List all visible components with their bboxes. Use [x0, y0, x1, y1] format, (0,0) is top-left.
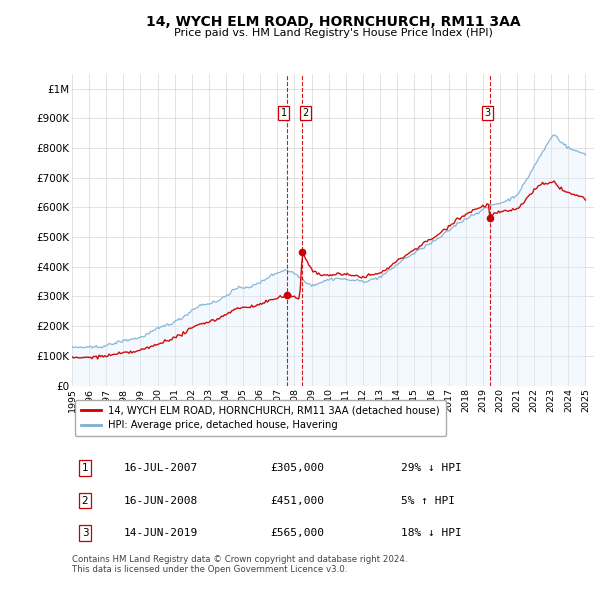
Text: 2: 2: [302, 108, 308, 118]
Text: £565,000: £565,000: [271, 528, 325, 538]
Text: 29% ↓ HPI: 29% ↓ HPI: [401, 463, 461, 473]
Text: 1: 1: [280, 108, 287, 118]
Text: Contains HM Land Registry data © Crown copyright and database right 2024.
This d: Contains HM Land Registry data © Crown c…: [72, 555, 407, 574]
Legend: 14, WYCH ELM ROAD, HORNCHURCH, RM11 3AA (detached house), HPI: Average price, de: 14, WYCH ELM ROAD, HORNCHURCH, RM11 3AA …: [75, 400, 446, 435]
Text: 18% ↓ HPI: 18% ↓ HPI: [401, 528, 461, 538]
Text: 1: 1: [82, 463, 88, 473]
Text: 16-JUN-2008: 16-JUN-2008: [124, 496, 199, 506]
Text: 16-JUL-2007: 16-JUL-2007: [124, 463, 199, 473]
Text: 3: 3: [484, 108, 490, 118]
Text: 3: 3: [82, 528, 88, 538]
Text: 14-JUN-2019: 14-JUN-2019: [124, 528, 199, 538]
Text: 14, WYCH ELM ROAD, HORNCHURCH, RM11 3AA: 14, WYCH ELM ROAD, HORNCHURCH, RM11 3AA: [146, 15, 520, 29]
Text: Price paid vs. HM Land Registry's House Price Index (HPI): Price paid vs. HM Land Registry's House …: [173, 28, 493, 38]
Text: 5% ↑ HPI: 5% ↑ HPI: [401, 496, 455, 506]
Text: 2: 2: [82, 496, 88, 506]
Text: £305,000: £305,000: [271, 463, 325, 473]
Text: £451,000: £451,000: [271, 496, 325, 506]
